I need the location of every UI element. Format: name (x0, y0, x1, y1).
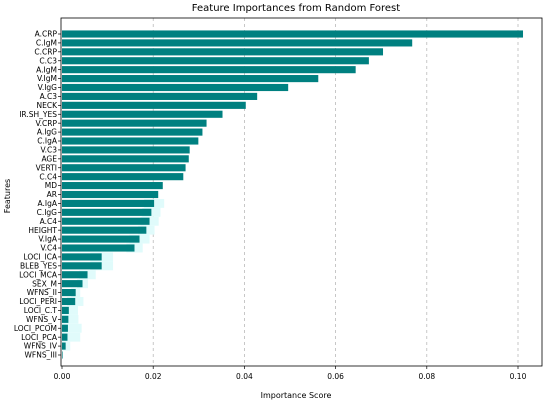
error-band (71, 288, 81, 298)
chart-title: Feature Importances from Random Forest (192, 3, 400, 14)
bar (62, 39, 413, 47)
y-tick-label: A.IgM (36, 65, 57, 74)
bar (62, 199, 155, 207)
y-tick-label: C.C3 (39, 56, 57, 65)
error-band (62, 341, 71, 351)
y-tick-label: V.IgA (38, 235, 58, 244)
y-tick-label: AGE (41, 154, 57, 163)
bar (62, 217, 150, 225)
x-tick-label: 0.08 (418, 372, 435, 381)
x-tick-label: 0.06 (327, 372, 344, 381)
y-tick-label: V.C4 (40, 244, 57, 253)
bar (62, 128, 203, 136)
bar (62, 146, 190, 154)
y-tick-label: WFNS_IV (24, 342, 58, 351)
bar (62, 155, 189, 163)
bar (62, 208, 152, 216)
bar (62, 333, 68, 341)
y-tick-label: C.CRP (34, 47, 57, 56)
x-axis-label: Importance Score (261, 391, 332, 400)
bar (62, 280, 83, 288)
y-tick-label: WFNS_II (27, 288, 57, 297)
x-tick-label: 0.04 (236, 372, 253, 381)
y-tick-label: MD (45, 181, 57, 190)
error-band (90, 252, 114, 262)
bar (62, 173, 184, 181)
bar (62, 75, 319, 83)
error-band (129, 234, 150, 244)
bars (62, 30, 524, 359)
bar (62, 101, 246, 109)
y-tick-label: BLEB_YES (20, 261, 57, 270)
y-tick-label: LOCI_PCOM (14, 324, 57, 333)
y-tick-label: C.IgM (36, 39, 57, 48)
error-band (62, 314, 79, 324)
y-tick-label: LOCI_C.T (24, 306, 58, 315)
bar (62, 119, 207, 127)
y-tick-label: V.IgG (38, 83, 58, 92)
bar (62, 48, 384, 56)
bar (62, 66, 356, 74)
bar (62, 289, 76, 297)
y-tick-label: LOCI_PERI (19, 297, 57, 306)
bar (62, 182, 163, 190)
y-tick-label: C.IgA (37, 137, 58, 146)
y-tick-label: IR.SH_YES (19, 110, 57, 119)
y-tick-label: NECK (36, 101, 58, 110)
y-tick-labels: A.CRPC.IgMC.CRPC.C3A.IgMV.IgMV.IgGA.C3NE… (14, 30, 61, 360)
bar (62, 253, 102, 261)
error-band (79, 270, 96, 280)
bar (62, 342, 66, 350)
y-axis-label: Features (3, 179, 12, 213)
y-tick-label: SEX_M (32, 279, 57, 288)
y-tick-label: WFNS_V (26, 315, 58, 324)
y-tick-label: LOCI_ICA (23, 253, 57, 262)
bar (62, 324, 68, 332)
bar (62, 30, 524, 38)
plot-frame (60, 17, 543, 367)
bar (62, 110, 223, 118)
x-tick-labels: 0.00 0.02 0.04 0.06 0.08 0.10 (54, 366, 527, 381)
bar (62, 244, 135, 252)
error-band (62, 323, 82, 333)
y-tick-label: AR (47, 190, 57, 199)
x-tick-label: 0.02 (145, 372, 162, 381)
bar (62, 164, 186, 172)
bar (62, 226, 147, 234)
y-tick-label: V.C3 (40, 146, 57, 155)
y-tick-label: WFNS_III (25, 351, 58, 360)
y-tick-label: LOCI_PCA (21, 333, 58, 342)
y-tick-label: A.CRP (35, 30, 58, 39)
bar (62, 57, 369, 65)
y-tick-label: C.C4 (39, 172, 57, 181)
bar (62, 235, 140, 243)
error-band (90, 261, 114, 271)
bar (62, 83, 289, 92)
error-band (62, 305, 78, 315)
bar (62, 92, 258, 100)
y-tick-label: V.IgM (37, 74, 57, 83)
y-tick-label: A.IgG (37, 128, 57, 137)
y-tick-label: HEIGHT (28, 226, 57, 235)
bar (62, 297, 76, 306)
y-tick-label: A.C4 (40, 217, 58, 226)
bar (62, 137, 199, 145)
bar (62, 351, 63, 359)
y-tick-label: V.CRP (35, 119, 57, 128)
y-tick-label: LOCI_MCA (19, 270, 58, 279)
bar (62, 262, 102, 270)
x-tick-label: 0.00 (54, 372, 71, 381)
y-tick-label: C.IgG (37, 208, 58, 217)
y-tick-label: A.IgA (38, 199, 58, 208)
x-tick-label: 0.10 (510, 372, 527, 381)
y-tick-label: A.C3 (40, 92, 58, 101)
bar (62, 315, 69, 323)
bar (62, 271, 88, 279)
y-tick-label: VERTI (36, 163, 57, 172)
error-band (62, 332, 81, 342)
bar (62, 190, 159, 199)
bar (62, 306, 69, 314)
